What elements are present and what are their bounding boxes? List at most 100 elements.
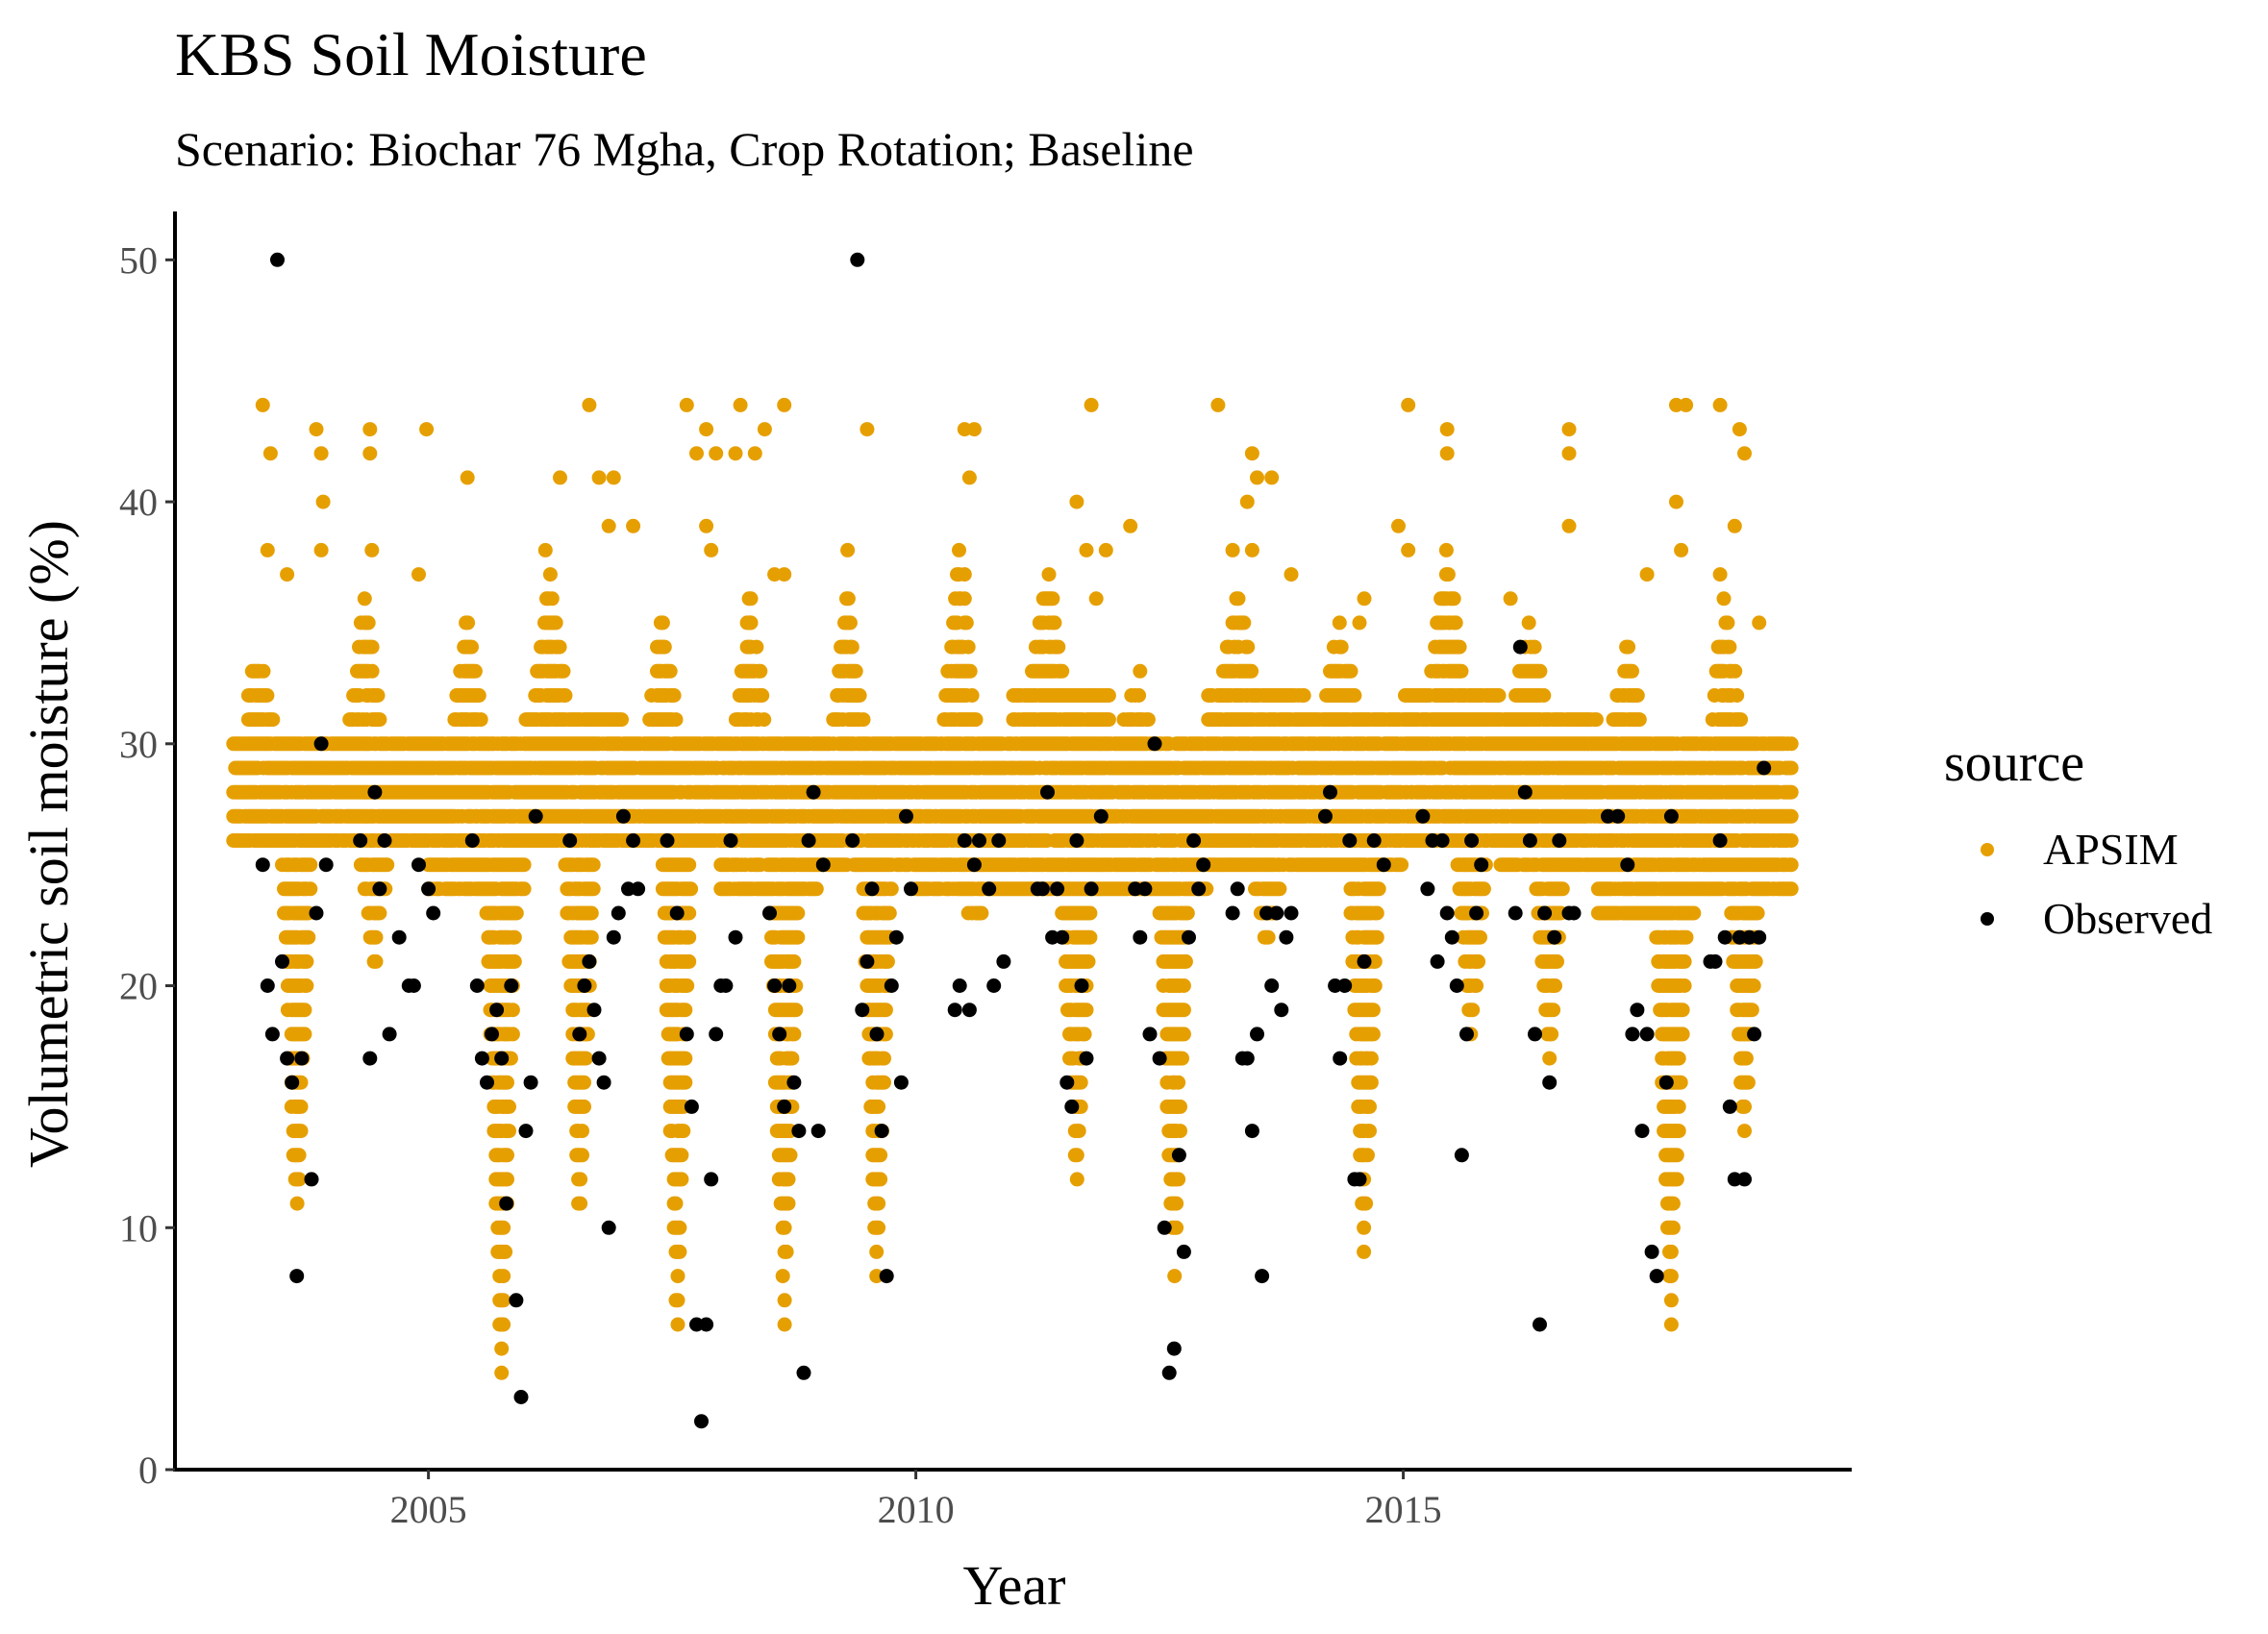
- apsim-point: [666, 688, 682, 703]
- apsim-point: [313, 542, 329, 557]
- apsim-point: [873, 1148, 888, 1163]
- apsim-point: [878, 1003, 893, 1018]
- apsim-point: [313, 446, 329, 461]
- apsim-point: [293, 1099, 309, 1114]
- apsim-point: [1176, 1003, 1191, 1018]
- apsim-point: [964, 688, 980, 703]
- apsim-point: [1047, 615, 1062, 631]
- apsim-point: [1176, 978, 1191, 993]
- apsim-point: [852, 688, 867, 703]
- apsim-point: [871, 1220, 886, 1235]
- apsim-point: [704, 542, 719, 557]
- apsim-point: [1169, 1196, 1184, 1211]
- apsim-point: [668, 1196, 684, 1211]
- apsim-point: [362, 422, 378, 437]
- apsim-point: [361, 615, 376, 631]
- apsim-point: [494, 1341, 510, 1356]
- apsim-point: [682, 857, 697, 873]
- apsim-point: [755, 688, 770, 703]
- apsim-point: [303, 857, 318, 873]
- apsim-point: [783, 1148, 798, 1163]
- apsim-point: [670, 1317, 685, 1332]
- apsim-point: [1244, 542, 1259, 557]
- apsim-point: [293, 1124, 309, 1139]
- apsim-point: [1045, 591, 1060, 607]
- apsim-point: [364, 542, 380, 557]
- apsim-point: [1210, 397, 1226, 412]
- apsim-point: [1176, 1027, 1191, 1042]
- apsim-point: [544, 591, 560, 607]
- apsim-point: [626, 518, 641, 533]
- apsim-point: [728, 446, 743, 461]
- apsim-point: [743, 591, 759, 607]
- apsim-point: [869, 1244, 885, 1259]
- apsim-point: [779, 1244, 794, 1259]
- apsim-point: [542, 567, 558, 582]
- apsim-point: [674, 1172, 689, 1187]
- apsim-point: [260, 542, 275, 557]
- apsim-point: [655, 615, 670, 631]
- apsim-point: [556, 663, 571, 679]
- apsim-point: [777, 1293, 792, 1308]
- apsim-point: [680, 978, 695, 993]
- apsim-point: [558, 688, 573, 703]
- apsim-point: [368, 929, 384, 945]
- apsim-point: [601, 518, 616, 533]
- apsim-point: [471, 688, 486, 703]
- apsim-point: [809, 881, 824, 897]
- apsim-point: [1171, 1172, 1186, 1187]
- apsim-point: [303, 881, 318, 897]
- apsim-point: [1071, 1124, 1086, 1139]
- chart-title: KBS Soil Moisture: [175, 20, 647, 88]
- apsim-point: [848, 663, 863, 679]
- apsim-point: [788, 1003, 804, 1018]
- apsim-point: [749, 639, 764, 655]
- apsim-point: [757, 422, 772, 437]
- apsim-point: [961, 470, 977, 485]
- apsim-point: [291, 1172, 307, 1187]
- apsim-point: [1260, 929, 1276, 945]
- apsim-point: [1069, 494, 1084, 509]
- apsim-point: [516, 857, 532, 873]
- apsim-point: [502, 1099, 516, 1114]
- apsim-point: [674, 1148, 689, 1163]
- apsim-point: [1272, 881, 1287, 897]
- apsim-point: [699, 518, 714, 533]
- apsim-point: [1236, 615, 1252, 631]
- apsim-point: [573, 1196, 588, 1211]
- apsim-point: [877, 1075, 891, 1090]
- apsim-point: [460, 470, 475, 485]
- apsim-point: [584, 929, 599, 945]
- apsim-point: [1073, 1075, 1088, 1090]
- apsim-point: [256, 663, 271, 679]
- chart-subtitle: Scenario: Biochar 76 Mgha, Crop Rotation…: [175, 122, 1194, 176]
- apsim-point: [1180, 905, 1195, 921]
- apsim-point: [959, 615, 974, 631]
- apsim-point: [840, 591, 856, 607]
- apsim-point: [315, 494, 331, 509]
- apsim-point: [372, 712, 387, 728]
- apsim-point: [678, 1051, 693, 1066]
- apsim-point: [786, 1027, 802, 1042]
- apsim-point: [657, 639, 672, 655]
- apsim-point: [957, 591, 972, 607]
- apsim-point: [1101, 712, 1116, 728]
- apsim-point: [500, 1075, 514, 1090]
- apsim-point: [461, 615, 476, 631]
- apsim-point: [573, 1172, 588, 1187]
- apsim-point: [781, 1196, 796, 1211]
- apsim-point: [672, 1220, 687, 1235]
- apsim-point: [362, 446, 378, 461]
- apsim-point: [668, 712, 684, 728]
- apsim-point: [676, 1124, 691, 1139]
- apsim-points-layer: [226, 397, 1799, 1380]
- apsim-point: [790, 929, 806, 945]
- apsim-point: [301, 929, 316, 945]
- apsim-point: [1244, 446, 1259, 461]
- apsim-point: [777, 567, 792, 582]
- apsim-point: [786, 953, 802, 969]
- apsim-point: [1140, 712, 1156, 728]
- apsim-point: [552, 639, 567, 655]
- apsim-point: [781, 1172, 796, 1187]
